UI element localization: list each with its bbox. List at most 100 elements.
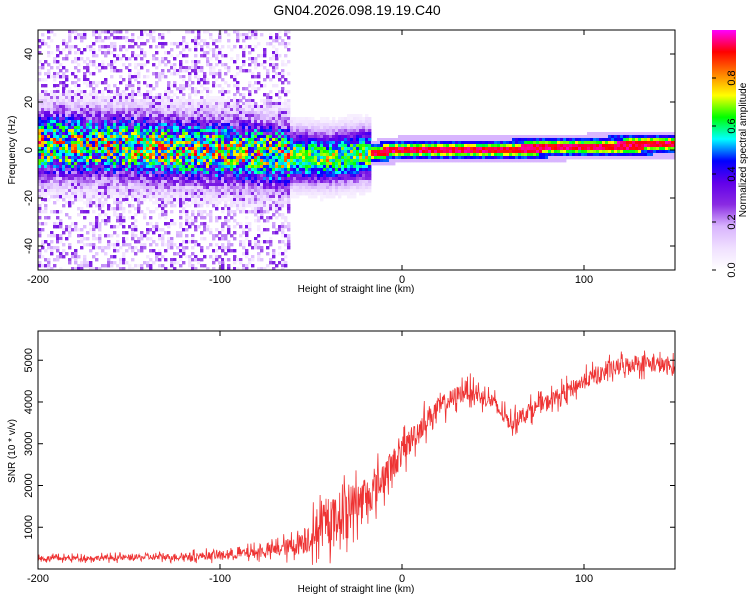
spectrogram-cell — [98, 198, 102, 202]
spectrogram-cell — [251, 165, 255, 169]
spectrogram-cell — [254, 240, 258, 244]
spectrogram-cell — [62, 129, 66, 133]
spectrogram-cell — [308, 162, 312, 166]
spectrogram-cell — [176, 69, 180, 73]
spectrogram-cell — [44, 171, 48, 175]
spectrogram-cell — [209, 120, 213, 124]
spectrogram-cell — [59, 141, 63, 145]
spectrogram-cell — [161, 159, 165, 163]
spectrogram-cell — [116, 174, 120, 178]
spectrogram-cell — [293, 195, 297, 199]
spectrogram-cell — [101, 114, 105, 118]
spectrogram-cell — [122, 177, 126, 181]
spectrogram-cell — [275, 54, 279, 58]
spectrogram-cell — [158, 237, 162, 241]
spectrogram-cell — [140, 147, 144, 151]
spectrogram-cell — [167, 141, 171, 145]
spectrogram-cell — [197, 159, 201, 163]
spectrogram-cell — [185, 102, 189, 106]
spectrogram-cell — [281, 201, 285, 205]
spectrogram-cell — [53, 156, 57, 160]
spectrogram-cell — [44, 132, 48, 136]
spectrogram-cell — [179, 108, 183, 112]
spectrogram-cell — [200, 135, 204, 139]
spectrogram-cell — [41, 174, 45, 178]
spectrogram-cell — [338, 162, 342, 166]
spectrogram-cell — [116, 123, 120, 127]
spectrogram-cell — [227, 126, 231, 130]
spectrogram-cell — [95, 99, 99, 103]
spectrogram-cell — [167, 150, 171, 154]
spectrogram-cell — [278, 180, 282, 184]
spectrogram-cell — [341, 192, 345, 196]
spectrogram-cell — [287, 108, 291, 112]
spectrogram-cell — [341, 180, 345, 184]
spectrogram-cell — [248, 162, 252, 166]
spectrogram-cell — [167, 231, 171, 235]
spectrogram-cell — [284, 195, 288, 199]
spectrogram-cell — [182, 195, 186, 199]
spectrogram-cell — [119, 198, 123, 202]
spectrogram-cell — [68, 138, 72, 142]
spectrogram-cell — [323, 159, 327, 163]
spectrogram-cell — [41, 132, 45, 136]
spectrogram-cell — [269, 102, 273, 106]
spectrogram-cell — [86, 99, 90, 103]
spectrogram-cell — [122, 96, 126, 100]
spectrogram-cell — [98, 186, 102, 190]
spectrogram-cell — [53, 258, 57, 262]
spectrogram-cell — [182, 207, 186, 211]
spectrogram-cell — [107, 126, 111, 130]
spectrogram-cell — [314, 156, 318, 160]
spectrogram-cell — [206, 63, 210, 67]
spectrogram-cell — [194, 129, 198, 133]
spectrogram-cell — [50, 174, 54, 178]
spectrogram-cell — [206, 180, 210, 184]
spectrogram-cell — [269, 105, 273, 109]
spectrogram-cell — [206, 99, 210, 103]
spectrogram-cell — [254, 213, 258, 217]
spectrogram-cell — [95, 177, 99, 181]
spectrogram-cell — [131, 153, 135, 157]
spectrogram-cell — [80, 114, 84, 118]
spectrogram-cell — [278, 108, 282, 112]
spectrogram-cell — [104, 132, 108, 136]
spectrogram-cell — [155, 120, 159, 124]
spectrogram-cell — [329, 171, 333, 175]
spectrogram-cell — [149, 123, 153, 127]
spectrogram-cell — [113, 45, 117, 49]
spectrogram-cell — [251, 129, 255, 133]
spectrogram-cell — [239, 183, 243, 187]
spectrogram-cell — [74, 138, 78, 142]
spectrogram-cell — [101, 180, 105, 184]
spectrogram-cell — [119, 222, 123, 226]
spectrogram-cell — [50, 234, 54, 238]
spectrogram-cell — [281, 120, 285, 124]
spectrogram-cell — [194, 195, 198, 199]
spectrogram-cell — [167, 243, 171, 247]
spectrogram-cell — [146, 132, 150, 136]
spectrogram-cell — [161, 120, 165, 124]
spectrogram-cell — [302, 174, 306, 178]
spectrogram-cell — [281, 264, 285, 268]
spectrogram-cell — [266, 114, 270, 118]
spectrogram-cell — [41, 90, 45, 94]
spectrogram-cell — [254, 120, 258, 124]
spectrogram-cell — [80, 156, 84, 160]
spectrogram-cell — [320, 132, 324, 136]
spectrogram-cell — [56, 189, 60, 193]
spectrogram-cell — [287, 222, 291, 226]
spectrogram-cell — [71, 168, 75, 172]
spectrogram-cell — [248, 51, 252, 55]
spectrogram-cell — [224, 165, 228, 169]
spectrogram-cell — [221, 129, 225, 133]
spectrogram-cell — [68, 246, 72, 250]
spectrogram-cell — [233, 45, 237, 49]
spectrogram-cell — [290, 156, 294, 160]
spectrogram-cell — [95, 105, 99, 109]
spectrogram-cell — [59, 255, 63, 259]
spectrogram-cell — [215, 78, 219, 82]
spectrogram-cell — [47, 30, 51, 34]
spectrogram-cell — [185, 132, 189, 136]
spectrogram-cell — [281, 180, 285, 184]
